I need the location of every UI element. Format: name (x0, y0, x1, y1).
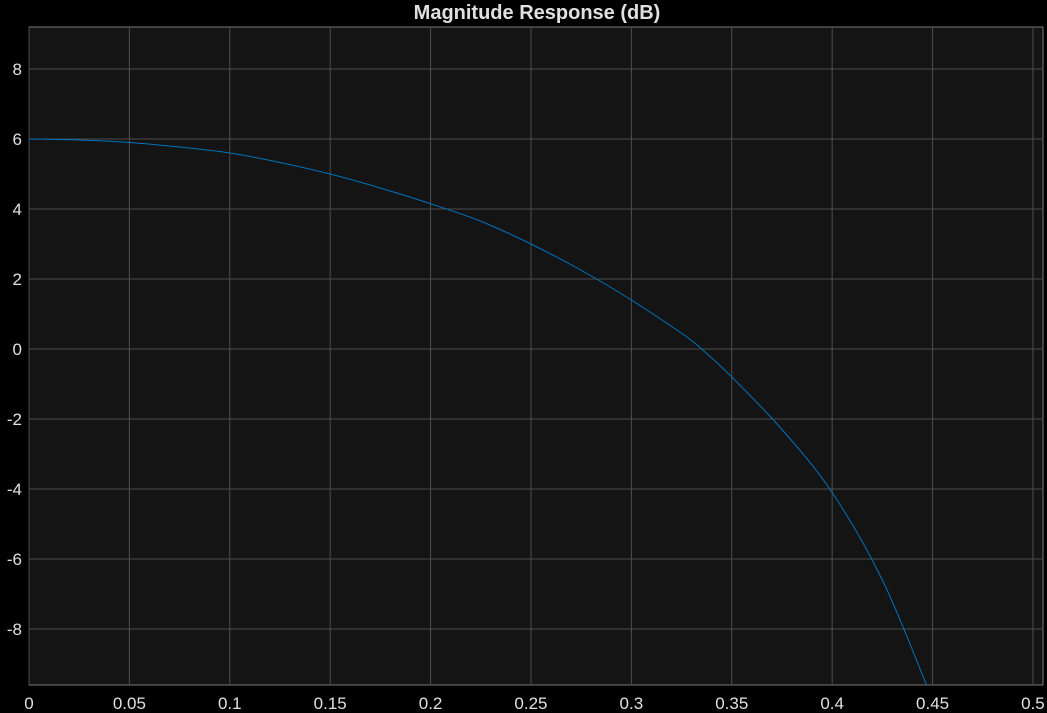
x-tick-label: 0.3 (620, 694, 644, 713)
series-layer (28, 138, 928, 686)
y-tick-label: -2 (7, 410, 22, 429)
x-tick-label: 0.5 (1021, 694, 1045, 713)
magnitude-response-line (28, 138, 928, 686)
x-tick-label: 0.05 (113, 694, 146, 713)
y-tick-label: 6 (13, 130, 22, 149)
y-tick-label: -6 (7, 550, 22, 569)
y-tick-label: 2 (13, 270, 22, 289)
x-tick-label: 0.45 (916, 694, 949, 713)
grid (28, 27, 1043, 685)
x-tick-label: 0.2 (419, 694, 443, 713)
y-tick-label: -4 (7, 480, 22, 499)
x-tick-label: 0.25 (514, 694, 547, 713)
y-tick-label: 8 (13, 60, 22, 79)
y-tick-label: -8 (7, 620, 22, 639)
tick-labels: 0 0.05 0.1 0.15 0.2 0.25 0.3 0.35 0.4 0.45 0.5 8 6 4 2… (7, 60, 1045, 713)
y-tick-label: 0 (13, 340, 22, 359)
x-tick-label: 0.15 (314, 694, 347, 713)
x-tick-label: 0 (24, 694, 33, 713)
x-tick-label: 0.35 (715, 694, 748, 713)
plot-area (28, 26, 1044, 686)
y-tick-label: 4 (13, 200, 22, 219)
chart-title: Magnitude Response (dB) (414, 2, 661, 24)
x-tick-label: 0.4 (820, 694, 844, 713)
x-tick-label: 0.1 (218, 694, 242, 713)
